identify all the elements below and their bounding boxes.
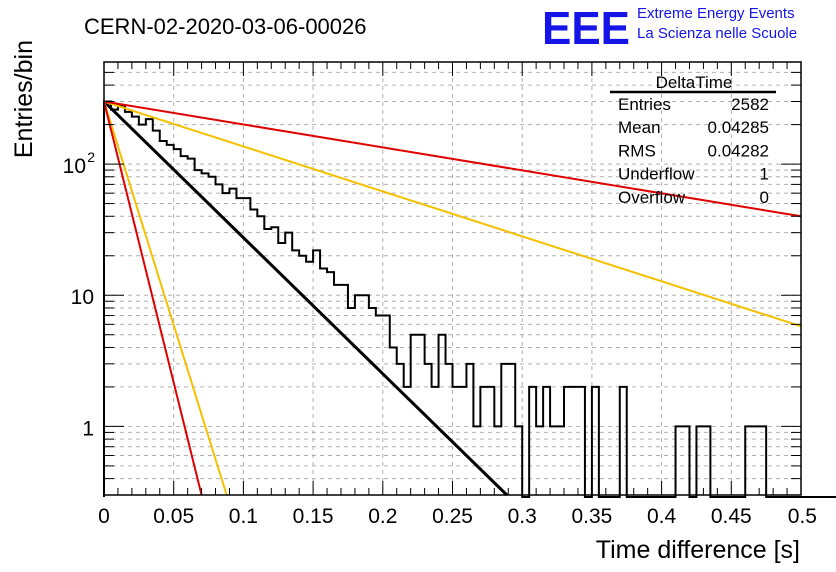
y-tick-label: 1 <box>82 417 94 440</box>
histogram-bars <box>103 100 836 498</box>
stats-box: DeltaTime Entries 2582 Mean 0.04285 RMS 0.042… <box>610 73 776 207</box>
y-tick-label-exponent: 2 <box>87 149 95 165</box>
stats-title: DeltaTime <box>656 73 733 92</box>
x-tick-label: 0.5 <box>788 505 817 528</box>
fit-line-1 <box>103 100 802 328</box>
stats-value: 0.04285 <box>708 118 769 137</box>
y-tick-label: 10 <box>71 286 94 309</box>
stats-value: 2582 <box>731 95 769 114</box>
fit-lines <box>102 100 802 497</box>
x-tick-label: 0.45 <box>711 505 752 528</box>
x-tick-label: 0.35 <box>571 505 612 528</box>
stats-label: Entries <box>618 95 671 114</box>
logo-subtitle-2: La Scienza nelle Scuole <box>637 25 797 42</box>
stats-label: Mean <box>618 118 661 137</box>
x-axis-label: Time difference [s] <box>596 536 800 564</box>
fit-line-4 <box>103 101 203 496</box>
fit-line-2 <box>103 101 228 496</box>
stats-rows: Entries 2582 Mean 0.04285 RMS 0.04282 Underflo… <box>618 95 769 207</box>
stats-label: RMS <box>618 141 656 160</box>
x-tick-label: 0 <box>98 505 110 528</box>
logo-subtitle-1: Extreme Energy Events <box>637 5 795 22</box>
stats-value: 0.04282 <box>708 141 769 160</box>
x-tick-label: 0.25 <box>432 505 473 528</box>
stats-value: 0 <box>760 188 769 207</box>
y-axis-label: Entries/bin <box>10 40 38 158</box>
x-tick-label: 0.05 <box>153 505 194 528</box>
eee-logo: EEE <box>542 2 630 54</box>
x-tick-label: 0.4 <box>647 505 677 528</box>
tick-labels: 0 0.05 0.1 0.15 0.2 0.25 0.3 0.35 0.4 0.45 0.51101… <box>63 149 817 528</box>
histogram-outline <box>103 100 836 498</box>
fit-line-3 <box>103 100 802 218</box>
x-tick-label: 0.1 <box>229 505 258 528</box>
y-tick-label: 10 <box>63 155 86 178</box>
run-title: CERN-02-2020-03-06-00026 <box>84 14 367 39</box>
x-tick-label: 0.15 <box>293 505 334 528</box>
stats-label: Underflow <box>618 165 695 184</box>
x-tick-label: 0.2 <box>368 505 397 528</box>
fit-line-0 <box>102 100 508 497</box>
stats-label: Overflow <box>618 188 686 207</box>
stats-value: 1 <box>760 165 769 184</box>
plot-frame <box>103 61 802 496</box>
x-tick-label: 0.3 <box>508 505 537 528</box>
